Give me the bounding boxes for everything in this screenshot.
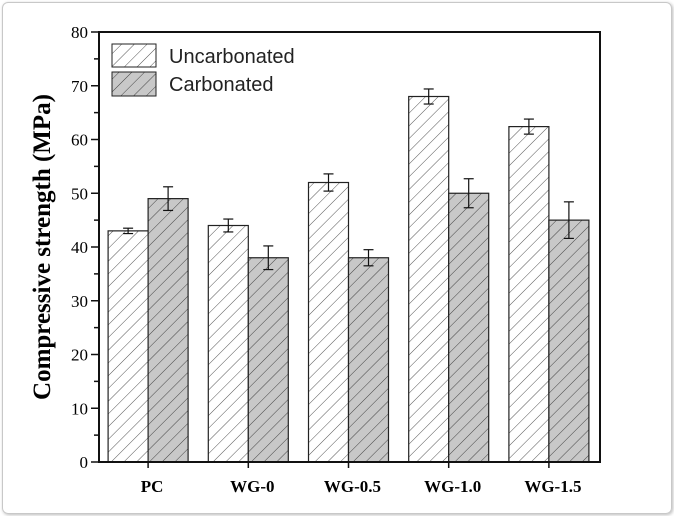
legend-label-uncarbonated: Uncarbonated — [169, 46, 295, 68]
bar-carbonated-pc — [147, 198, 189, 463]
bar-uncarbonated-wg-1.0 — [408, 95, 450, 463]
legend-label-carbonated: Carbonated — [169, 74, 274, 96]
bar-uncarbonated-wg-0 — [207, 224, 249, 463]
y-tick-label: 0 — [80, 453, 89, 472]
bar-carbonated-wg-1.0 — [448, 192, 490, 463]
x-tick-label: WG-1.5 — [524, 477, 581, 496]
bar-uncarbonated-wg-0.5 — [307, 181, 350, 463]
y-tick-label: 60 — [71, 131, 88, 150]
y-tick-label: 30 — [71, 292, 88, 311]
y-tick-label: 20 — [71, 346, 88, 365]
bar-uncarbonated-wg-1.5 — [508, 125, 550, 463]
bar-carbonated-wg-0.5 — [347, 257, 390, 463]
x-tick-label: PC — [141, 477, 164, 496]
y-tick-label: 10 — [71, 399, 88, 418]
y-tick-label: 40 — [71, 238, 88, 257]
bar-carbonated-wg-0 — [247, 257, 289, 463]
bar-carbonated-wg-1.5 — [548, 219, 590, 463]
x-tick-label: WG-1.0 — [424, 477, 481, 496]
y-tick-label: 70 — [71, 77, 88, 96]
legend: Uncarbonated Carbonated — [111, 43, 295, 97]
y-tick-label: 80 — [71, 23, 88, 42]
x-tick-label: WG-0 — [230, 477, 274, 496]
x-tick-label: WG-0.5 — [324, 477, 381, 496]
bar-uncarbonated-pc — [107, 230, 149, 463]
legend-swatch-uncarbonated — [111, 43, 157, 68]
y-axis-label: Compressive strength (MPa) — [29, 94, 56, 400]
legend-swatch-carbonated — [111, 71, 157, 97]
y-tick-label: 50 — [71, 184, 88, 203]
